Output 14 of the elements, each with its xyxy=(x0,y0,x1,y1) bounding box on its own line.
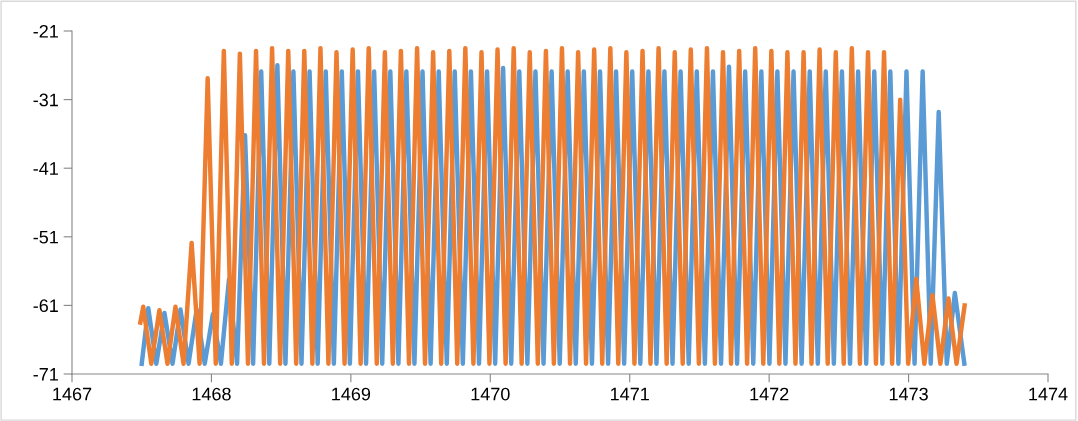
y-tick-label: -61 xyxy=(33,299,58,313)
y-tick-label: -71 xyxy=(33,368,58,381)
x-tick-label: 1469 xyxy=(332,387,371,401)
x-tick-label: 1471 xyxy=(611,387,649,401)
x-tick-label: 1472 xyxy=(750,387,789,401)
y-tick-label: -51 xyxy=(33,230,58,244)
y-tick-label: -31 xyxy=(33,93,58,107)
x-tick-label: 1467 xyxy=(53,387,92,401)
x-tick-label: 1474 xyxy=(1029,387,1068,401)
y-tick-label: -21 xyxy=(33,24,58,38)
y-tick-label: -41 xyxy=(33,162,58,175)
x-tick-label: 1470 xyxy=(471,387,510,401)
x-tick-label: 1473 xyxy=(889,387,928,401)
x-tick-label: 1468 xyxy=(192,387,231,401)
